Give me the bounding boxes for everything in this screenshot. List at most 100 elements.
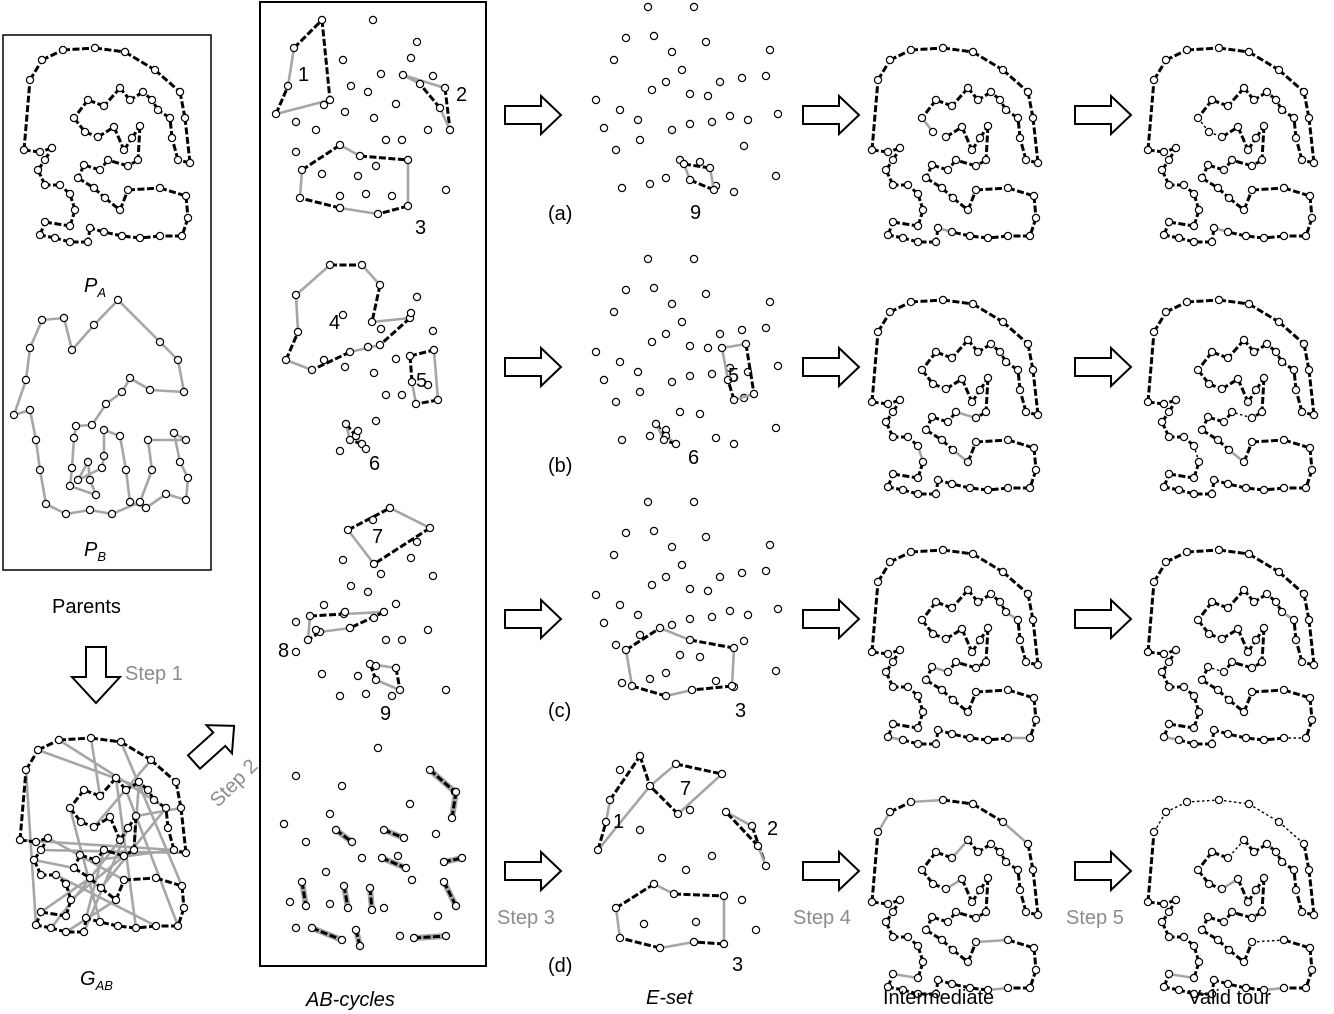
city-node	[31, 837, 41, 847]
city-node	[938, 545, 948, 555]
city-node	[1207, 237, 1217, 247]
city-node	[116, 737, 126, 747]
gab-a-edge	[132, 815, 138, 851]
ab-cycle-edge	[320, 19, 332, 101]
city-node	[928, 127, 938, 137]
city-node	[1259, 485, 1269, 495]
city-node	[931, 489, 941, 499]
city-node	[689, 254, 699, 264]
city-node	[345, 347, 355, 357]
city-node	[121, 785, 131, 795]
intermediate-edge	[1031, 619, 1040, 666]
city-node	[368, 515, 378, 525]
city-node	[61, 927, 71, 937]
city-node	[1239, 707, 1249, 717]
city-node	[1001, 357, 1011, 367]
city-node	[1143, 145, 1153, 155]
city-node	[173, 355, 183, 365]
city-node	[973, 347, 983, 357]
step1-arrow	[69, 646, 123, 705]
city-node	[371, 161, 381, 171]
gab-b-edge	[49, 839, 122, 929]
city-node	[715, 329, 725, 339]
row-label-a: (a)	[548, 203, 572, 225]
city-node	[1143, 647, 1153, 657]
city-node	[176, 803, 186, 813]
city-node	[180, 113, 190, 123]
city-node	[405, 351, 415, 361]
city-node	[675, 407, 685, 417]
row-label-c: (c)	[548, 700, 571, 722]
city-node	[181, 495, 191, 505]
city-node	[281, 355, 291, 365]
city-node	[971, 937, 981, 947]
city-node	[391, 599, 401, 609]
city-node	[1217, 634, 1227, 644]
valid-tour-edge	[1260, 877, 1266, 913]
city-node	[771, 423, 781, 433]
city-node	[599, 375, 609, 385]
city-node	[95, 165, 105, 175]
city-node	[883, 482, 893, 492]
city-node	[986, 589, 996, 599]
city-node	[319, 355, 329, 365]
city-node	[941, 884, 951, 894]
ab-cycle-edge	[389, 506, 431, 530]
city-node	[441, 931, 451, 941]
city-node	[95, 791, 105, 801]
city-node	[1223, 603, 1233, 613]
ab-cycle-edge	[370, 284, 382, 323]
city-node	[1033, 910, 1043, 920]
city-node	[35, 230, 45, 240]
city-node	[340, 362, 350, 372]
parent-b-edge	[71, 324, 95, 351]
city-node	[1189, 237, 1199, 247]
ab-cycle-edge	[339, 206, 379, 216]
ab-cycle-edge	[638, 755, 652, 787]
city-node	[1207, 989, 1217, 999]
city-node	[719, 939, 729, 949]
city-node	[918, 205, 928, 215]
valid-tour-edge	[1218, 46, 1250, 54]
intermediate-edge	[1002, 320, 1029, 346]
city-node	[1164, 155, 1174, 165]
intermediate-edge	[892, 972, 919, 980]
city-node	[335, 446, 345, 456]
city-node	[150, 65, 160, 75]
ab-cycle-edge	[691, 684, 733, 692]
city-node	[283, 81, 293, 91]
city-node	[1003, 183, 1013, 193]
city-node	[1194, 205, 1204, 215]
city-node	[765, 297, 775, 307]
city-node	[1279, 935, 1289, 945]
parent-a-edge	[62, 46, 96, 52]
city-node	[729, 439, 739, 449]
city-node	[951, 407, 961, 417]
ab-cycle-edge	[596, 821, 608, 851]
city-node	[391, 663, 401, 673]
city-node	[937, 685, 947, 695]
city-node	[353, 671, 363, 681]
city-node	[888, 682, 898, 692]
valid-tour-edge	[1218, 298, 1250, 306]
intermediate-edge	[942, 298, 974, 306]
row-label-b: (b)	[548, 455, 572, 477]
city-node	[1239, 335, 1249, 345]
city-node	[931, 237, 941, 247]
city-node	[113, 295, 123, 305]
intermediate-edge	[975, 438, 1009, 444]
city-node	[376, 69, 386, 79]
city-node	[601, 817, 611, 827]
city-node	[1297, 407, 1307, 417]
valid-tour-edge	[1251, 688, 1285, 694]
city-node	[285, 897, 295, 907]
ab-cycle-edge	[677, 773, 723, 815]
city-node	[346, 581, 356, 591]
city-node	[1257, 907, 1267, 917]
step1-label: Step 1	[125, 663, 183, 685]
city-node	[1023, 839, 1033, 849]
city-node	[1189, 739, 1199, 749]
city-node	[373, 209, 383, 219]
gab-a-edge	[58, 736, 92, 742]
city-node	[1244, 47, 1254, 57]
